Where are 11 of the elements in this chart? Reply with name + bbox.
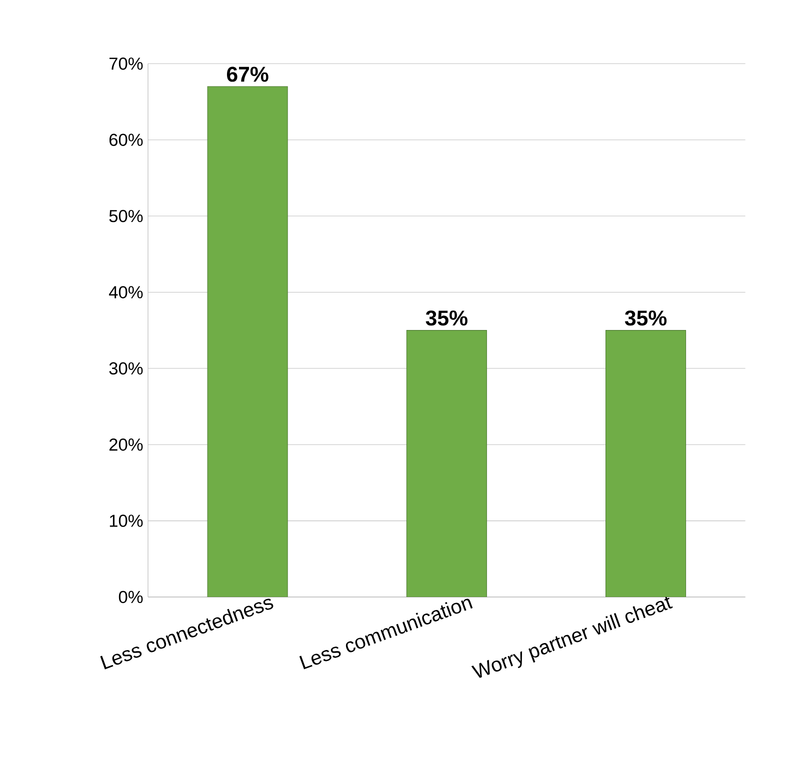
y-tick-label: 70%	[110, 58, 143, 70]
y-tick-label: 50%	[109, 210, 143, 222]
y-tick-label: 20%	[109, 438, 143, 451]
data-label: 35%	[426, 310, 468, 326]
y-tick-label: 40%	[108, 286, 143, 298]
y-tick-label: 60%	[109, 134, 143, 146]
data-label: 35%	[624, 310, 667, 326]
y-tick-label: 0%	[118, 590, 143, 604]
y-tick-label: 10%	[110, 514, 143, 527]
y-tick-label: 30%	[109, 362, 143, 375]
data-label: 67%	[226, 66, 268, 82]
